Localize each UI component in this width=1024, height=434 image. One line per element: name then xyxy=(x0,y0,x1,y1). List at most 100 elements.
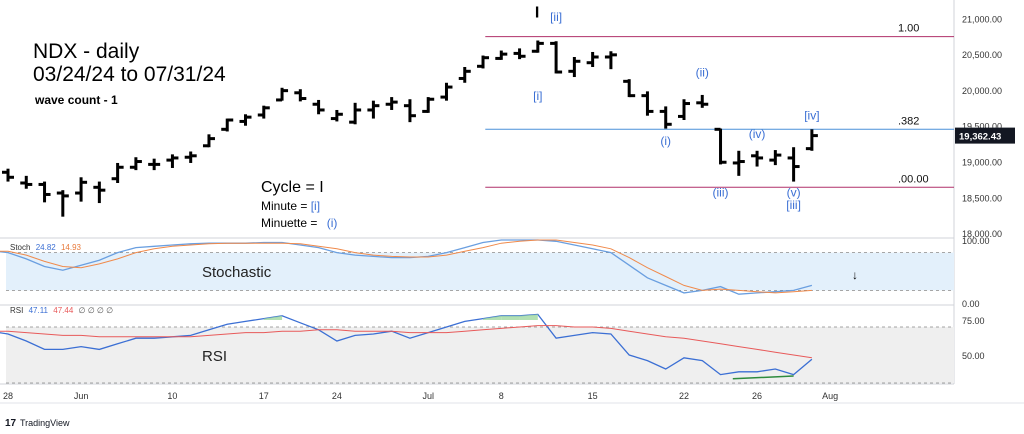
ohlc-bar[interactable] xyxy=(513,48,526,60)
tradingview-logo-mark: 17 xyxy=(5,418,17,429)
price-tick-label: 21,000.00 xyxy=(962,14,1002,24)
time-tick-label: Jul xyxy=(422,391,434,401)
svg-text:17: 17 xyxy=(5,418,17,429)
price-tick-label: 18,000.00 xyxy=(962,229,1002,239)
ohlc-bar[interactable] xyxy=(75,177,88,202)
stochastic-panel: ↓ xyxy=(0,239,954,295)
ohlc-bar[interactable] xyxy=(367,100,380,119)
ohlc-bar[interactable] xyxy=(129,157,142,171)
wave-label: (v) xyxy=(787,186,801,200)
wave-labels: I [ii] [i] (ii) (i) (iv) [iv] (iii) (v)[iii] xyxy=(533,5,819,212)
rsi-header-ma: 47.44 xyxy=(53,306,74,315)
minute-legend-label: Minute = xyxy=(261,199,311,213)
time-tick-label: 15 xyxy=(588,391,598,401)
ohlc-bar[interactable] xyxy=(257,105,270,119)
rsi-header-name: RSI xyxy=(10,306,23,315)
ohlc-bar[interactable] xyxy=(202,134,215,148)
ohlc-bar[interactable] xyxy=(20,175,33,189)
ohlc-bar[interactable] xyxy=(458,67,471,83)
ohlc-bar[interactable] xyxy=(677,99,690,120)
ohlc-bar[interactable] xyxy=(330,109,343,122)
time-tick-label: 28 xyxy=(3,391,13,401)
ohlc-bar[interactable] xyxy=(531,40,544,53)
panel-frames xyxy=(0,0,1024,404)
fib-level-label: 1.00 xyxy=(898,23,919,35)
fib-level-label: .00.00 xyxy=(898,173,929,185)
time-tick-label: 17 xyxy=(259,391,269,401)
ohlc-bar[interactable] xyxy=(440,82,453,101)
ohlc-bar[interactable] xyxy=(349,102,362,125)
chart-title: NDX - daily xyxy=(33,40,140,63)
stoch-header[interactable]: Stoch 24.82 14.93 xyxy=(10,243,82,252)
minuette-legend: Minuette = (i) xyxy=(261,216,337,230)
wave-label: [iii] xyxy=(786,198,801,212)
footer-brand: TradingView xyxy=(20,418,70,428)
price-tick-label: 18,500.00 xyxy=(962,193,1002,203)
ohlc-bar[interactable] xyxy=(184,151,197,163)
ohlc-bar[interactable] xyxy=(568,56,581,78)
price-tick-label: 20,000.00 xyxy=(962,86,1002,96)
rsi-divergence-line xyxy=(732,375,794,380)
ohlc-bar[interactable] xyxy=(495,50,508,60)
ohlc-bar[interactable] xyxy=(148,158,161,171)
ohlc-bar[interactable] xyxy=(276,87,289,102)
stoch-down-arrow: ↓ xyxy=(852,268,858,282)
time-tick-label: Jun xyxy=(74,391,89,401)
ohlc-bar[interactable] xyxy=(714,127,727,165)
ohlc-bar[interactable] xyxy=(385,97,398,110)
fib-level-label: .382 xyxy=(898,115,919,127)
rsi-tick-label: 50.00 xyxy=(962,351,985,361)
ohlc-bar[interactable] xyxy=(2,168,14,182)
ohlc-bar[interactable] xyxy=(550,41,563,74)
chart-subtitle: 03/24/24 to 07/31/24 xyxy=(33,63,226,86)
rsi-overbought-fill xyxy=(263,315,283,320)
rsi-header-extra: ∅ ∅ ∅ ∅ xyxy=(79,306,114,315)
stoch-header-d: 14.93 xyxy=(61,243,82,252)
price-axis[interactable]: 18,000.00 18,500.00 19,000.00 19,500.00 20,0… xyxy=(955,14,1015,361)
ohlc-bar[interactable] xyxy=(623,79,636,98)
ohlc-bar[interactable] xyxy=(166,154,179,168)
rsi-header-value: 47.11 xyxy=(29,306,49,315)
ohlc-bar[interactable] xyxy=(751,150,764,167)
stoch-tick-label: 100.00 xyxy=(962,236,990,246)
ohlc-bars[interactable] xyxy=(0,40,818,217)
stoch-band xyxy=(6,252,954,291)
minuette-legend-label: Minuette = xyxy=(261,216,321,230)
ohlc-bar[interactable] xyxy=(805,129,818,151)
price-tick-label: 20,500.00 xyxy=(962,50,1002,60)
rsi-tick-label: 75.00 xyxy=(962,316,985,326)
ohlc-bar[interactable] xyxy=(239,114,252,126)
fibonacci-levels: 1.00 .382 .00.00 xyxy=(485,23,954,188)
ohlc-bar[interactable] xyxy=(294,89,307,102)
time-tick-label: 10 xyxy=(167,391,177,401)
ohlc-bar[interactable] xyxy=(696,94,709,108)
ohlc-bar[interactable] xyxy=(38,181,51,203)
ohlc-bar[interactable] xyxy=(312,99,325,115)
minute-legend-value: [i] xyxy=(311,199,320,213)
ohlc-bar[interactable] xyxy=(477,55,490,69)
time-axis[interactable]: 28 Jun 10 17 24 Jul 8 15 22 26 Aug xyxy=(3,391,838,401)
ohlc-bar[interactable] xyxy=(403,99,416,123)
rsi-band xyxy=(6,327,954,383)
ohlc-bar[interactable] xyxy=(422,97,435,113)
ohlc-bar[interactable] xyxy=(787,147,800,182)
ohlc-bar[interactable] xyxy=(93,181,106,204)
stochastic-label: Stochastic xyxy=(202,264,272,281)
price-tick-label: 19,500.00 xyxy=(962,122,1002,132)
ohlc-bar[interactable] xyxy=(586,51,599,68)
ohlc-bar[interactable] xyxy=(221,118,234,132)
ohlc-bar[interactable] xyxy=(769,150,782,166)
ohlc-bar[interactable] xyxy=(641,91,654,116)
last-price-label: 19,362.43 xyxy=(959,132,1001,143)
ohlc-bar[interactable] xyxy=(604,51,617,70)
ohlc-bar[interactable] xyxy=(111,162,124,184)
ohlc-bar[interactable] xyxy=(732,150,745,176)
rsi-header[interactable]: RSI 47.11 47.44 ∅ ∅ ∅ ∅ xyxy=(10,306,113,315)
ohlc-bar[interactable] xyxy=(659,106,672,129)
last-price-badge xyxy=(955,127,1015,144)
wave-count-note: wave count - 1 xyxy=(34,93,118,107)
rsi-overbought-fill xyxy=(501,315,520,320)
wave-label: (i) xyxy=(660,134,671,148)
ohlc-bar[interactable] xyxy=(56,190,69,217)
